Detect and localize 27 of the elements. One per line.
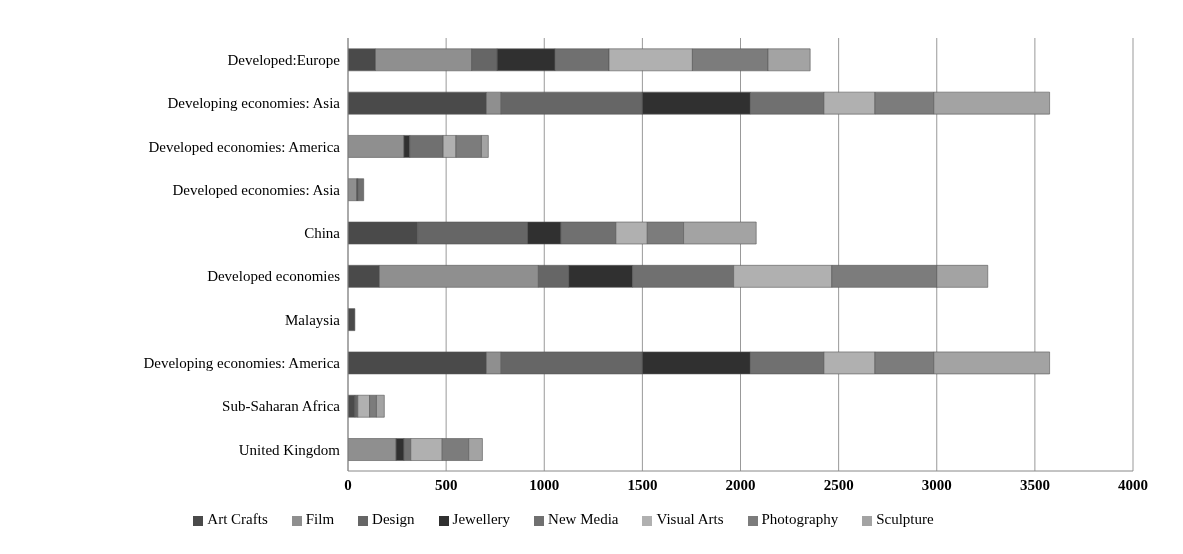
legend-label: Jewellery	[452, 511, 511, 527]
y-tick-label: Developed economies: America	[148, 138, 341, 155]
legend-label: New Media	[548, 511, 619, 527]
legend-label: Film	[305, 511, 335, 527]
y-tick-label: Developing economies: Asia	[167, 95, 341, 112]
legend-label: Sculpture	[876, 511, 934, 527]
x-tick-label: 3500	[1019, 476, 1050, 493]
x-tick-label: 3000	[921, 476, 952, 493]
x-tick-label: 0	[344, 476, 352, 493]
y-tick-label: Developed:Europe	[227, 51, 341, 68]
y-tick-label: Developed economies	[207, 268, 341, 285]
x-tick-label: 1500	[627, 476, 658, 493]
x-tick-label: 4000	[1118, 476, 1148, 493]
x-tick-label: 500	[434, 476, 458, 493]
y-tick-label: United Kingdom	[238, 441, 341, 458]
y-tick-label: China	[304, 225, 341, 242]
x-tick-label: 2500	[823, 476, 854, 493]
y-tick-label: Malaysia	[285, 311, 341, 328]
legend-label: Visual Arts	[656, 511, 724, 527]
legend-label: Photography	[761, 511, 839, 527]
y-tick-label: Sub-Saharan Africa	[222, 398, 341, 415]
legend-label: Art Crafts	[207, 511, 268, 527]
legend-label: Design	[372, 511, 415, 527]
x-tick-label: 1000	[529, 476, 560, 493]
x-tick-label: 2000	[725, 476, 756, 493]
y-tick-label: Developed economies: Asia	[172, 181, 341, 198]
y-tick-label: Developing economies: America	[143, 355, 341, 372]
